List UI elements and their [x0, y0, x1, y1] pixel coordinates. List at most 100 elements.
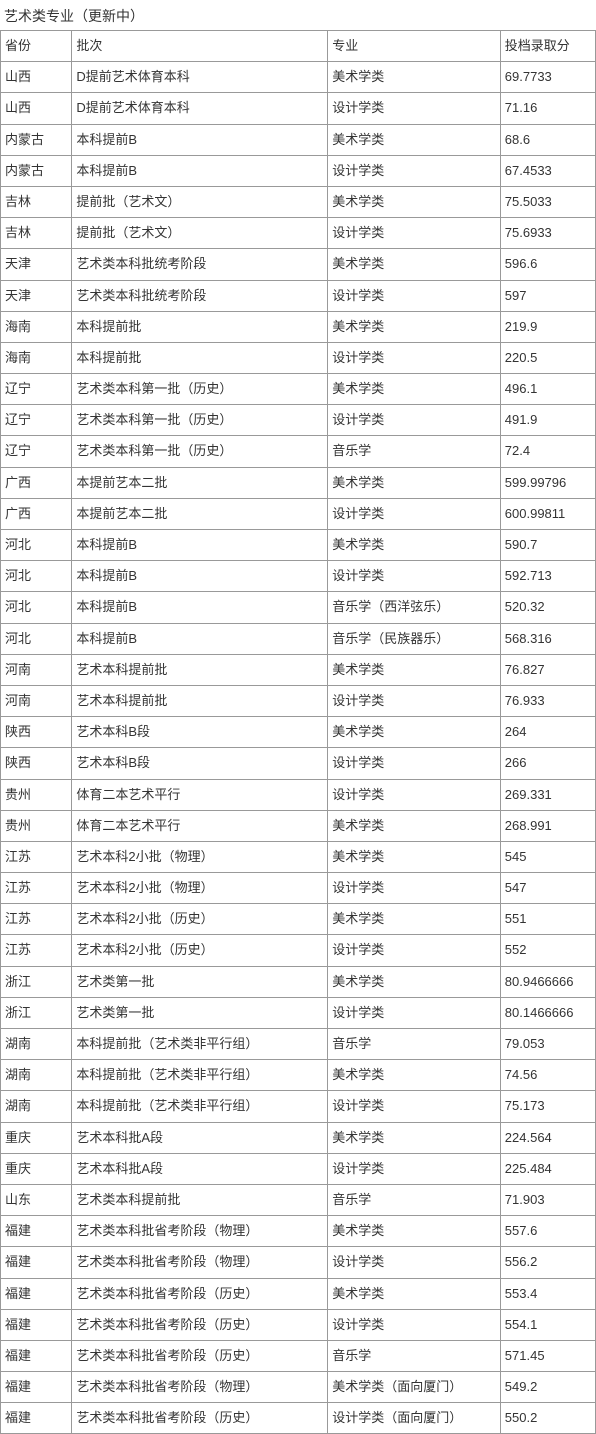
cell-col-2: 美术学类: [328, 530, 501, 561]
table-body: 山西D提前艺术体育本科美术学类69.7733山西D提前艺术体育本科设计学类71.…: [1, 62, 596, 1434]
cell-col-2: 设计学类: [328, 685, 501, 716]
table-row: 江苏艺术本科2小批（物理）美术学类545: [1, 841, 596, 872]
cell-col-2: 设计学类: [328, 561, 501, 592]
table-row: 山东艺术类本科提前批音乐学71.903: [1, 1184, 596, 1215]
cell-col-0: 海南: [1, 311, 72, 342]
table-row: 福建艺术类本科批省考阶段（历史）音乐学571.45: [1, 1340, 596, 1371]
cell-col-2: 美术学类: [328, 717, 501, 748]
cell-col-0: 吉林: [1, 218, 72, 249]
cell-col-0: 江苏: [1, 935, 72, 966]
cell-col-2: 美术学类: [328, 1060, 501, 1091]
cell-col-1: 艺术类本科第一批（历史）: [72, 374, 328, 405]
cell-col-0: 重庆: [1, 1153, 72, 1184]
cell-col-2: 美术学类（面向厦门）: [328, 1372, 501, 1403]
cell-col-0: 天津: [1, 249, 72, 280]
table-row: 吉林提前批（艺术文）美术学类75.5033: [1, 186, 596, 217]
table-row: 内蒙古本科提前B设计学类67.4533: [1, 155, 596, 186]
cell-col-0: 江苏: [1, 841, 72, 872]
cell-col-3: 600.99811: [500, 498, 595, 529]
cell-col-0: 河北: [1, 561, 72, 592]
cell-col-2: 设计学类: [328, 1309, 501, 1340]
cell-col-3: 557.6: [500, 1216, 595, 1247]
table-row: 河北本科提前B音乐学（民族器乐）568.316: [1, 623, 596, 654]
cell-col-1: 艺术类本科第一批（历史）: [72, 436, 328, 467]
cell-col-1: 本科提前批: [72, 311, 328, 342]
cell-col-3: 67.4533: [500, 155, 595, 186]
cell-col-2: 美术学类: [328, 841, 501, 872]
cell-col-3: 496.1: [500, 374, 595, 405]
table-row: 辽宁艺术类本科第一批（历史）音乐学72.4: [1, 436, 596, 467]
cell-col-1: 艺术类本科第一批（历史）: [72, 405, 328, 436]
table-row: 河南艺术本科提前批美术学类76.827: [1, 654, 596, 685]
cell-col-1: 艺术类本科批省考阶段（历史）: [72, 1403, 328, 1434]
table-row: 河北本科提前B设计学类592.713: [1, 561, 596, 592]
cell-col-2: 设计学类: [328, 1153, 501, 1184]
cell-col-2: 美术学类: [328, 810, 501, 841]
table-row: 福建艺术类本科批省考阶段（物理）设计学类556.2: [1, 1247, 596, 1278]
cell-col-3: 551: [500, 904, 595, 935]
table-row: 浙江艺术类第一批美术学类80.9466666: [1, 966, 596, 997]
cell-col-3: 219.9: [500, 311, 595, 342]
cell-col-1: D提前艺术体育本科: [72, 93, 328, 124]
table-row: 江苏艺术本科2小批（历史）美术学类551: [1, 904, 596, 935]
cell-col-2: 设计学类: [328, 1091, 501, 1122]
cell-col-1: 提前批（艺术文）: [72, 186, 328, 217]
col-header-3: 投档录取分: [500, 31, 595, 62]
col-header-1: 批次: [72, 31, 328, 62]
table-row: 吉林提前批（艺术文）设计学类75.6933: [1, 218, 596, 249]
table-row: 辽宁艺术类本科第一批（历史）设计学类491.9: [1, 405, 596, 436]
cell-col-0: 河北: [1, 623, 72, 654]
cell-col-1: 艺术类第一批: [72, 966, 328, 997]
cell-col-0: 福建: [1, 1216, 72, 1247]
cell-col-3: 556.2: [500, 1247, 595, 1278]
cell-col-3: 547: [500, 873, 595, 904]
cell-col-2: 设计学类: [328, 498, 501, 529]
cell-col-3: 71.16: [500, 93, 595, 124]
cell-col-0: 江苏: [1, 904, 72, 935]
table-row: 福建艺术类本科批省考阶段（物理）美术学类（面向厦门）549.2: [1, 1372, 596, 1403]
cell-col-2: 美术学类: [328, 374, 501, 405]
cell-col-2: 设计学类: [328, 405, 501, 436]
cell-col-1: 本科提前B: [72, 623, 328, 654]
cell-col-3: 225.484: [500, 1153, 595, 1184]
cell-col-0: 天津: [1, 280, 72, 311]
cell-col-0: 内蒙古: [1, 124, 72, 155]
table-row: 河北本科提前B音乐学（西洋弦乐）520.32: [1, 592, 596, 623]
cell-col-2: 美术学类: [328, 654, 501, 685]
cell-col-2: 美术学类: [328, 904, 501, 935]
table-row: 海南本科提前批美术学类219.9: [1, 311, 596, 342]
cell-col-1: 体育二本艺术平行: [72, 810, 328, 841]
cell-col-2: 设计学类: [328, 935, 501, 966]
cell-col-0: 福建: [1, 1278, 72, 1309]
table-row: 山西D提前艺术体育本科设计学类71.16: [1, 93, 596, 124]
cell-col-0: 吉林: [1, 186, 72, 217]
cell-col-0: 贵州: [1, 810, 72, 841]
cell-col-1: 艺术类本科提前批: [72, 1184, 328, 1215]
cell-col-3: 550.2: [500, 1403, 595, 1434]
cell-col-0: 陕西: [1, 748, 72, 779]
cell-col-1: 本科提前批: [72, 342, 328, 373]
cell-col-1: 艺术本科批A段: [72, 1153, 328, 1184]
cell-col-0: 河北: [1, 592, 72, 623]
table-head: 省份批次专业投档录取分: [1, 31, 596, 62]
table-row: 天津艺术类本科批统考阶段美术学类596.6: [1, 249, 596, 280]
table-row: 陕西艺术本科B段美术学类264: [1, 717, 596, 748]
table-row: 福建艺术类本科批省考阶段（物理）美术学类557.6: [1, 1216, 596, 1247]
table-row: 浙江艺术类第一批设计学类80.1466666: [1, 997, 596, 1028]
cell-col-2: 设计学类: [328, 748, 501, 779]
cell-col-3: 269.331: [500, 779, 595, 810]
cell-col-0: 福建: [1, 1340, 72, 1371]
cell-col-2: 音乐学（民族器乐）: [328, 623, 501, 654]
cell-col-3: 554.1: [500, 1309, 595, 1340]
col-header-2: 专业: [328, 31, 501, 62]
cell-col-2: 美术学类: [328, 186, 501, 217]
cell-col-3: 224.564: [500, 1122, 595, 1153]
table-row: 河南艺术本科提前批设计学类76.933: [1, 685, 596, 716]
cell-col-0: 辽宁: [1, 405, 72, 436]
cell-col-2: 设计学类: [328, 93, 501, 124]
cell-col-2: 美术学类: [328, 1278, 501, 1309]
cell-col-0: 山东: [1, 1184, 72, 1215]
cell-col-3: 76.933: [500, 685, 595, 716]
cell-col-1: 艺术本科2小批（历史）: [72, 904, 328, 935]
table-row: 福建艺术类本科批省考阶段（历史）美术学类553.4: [1, 1278, 596, 1309]
